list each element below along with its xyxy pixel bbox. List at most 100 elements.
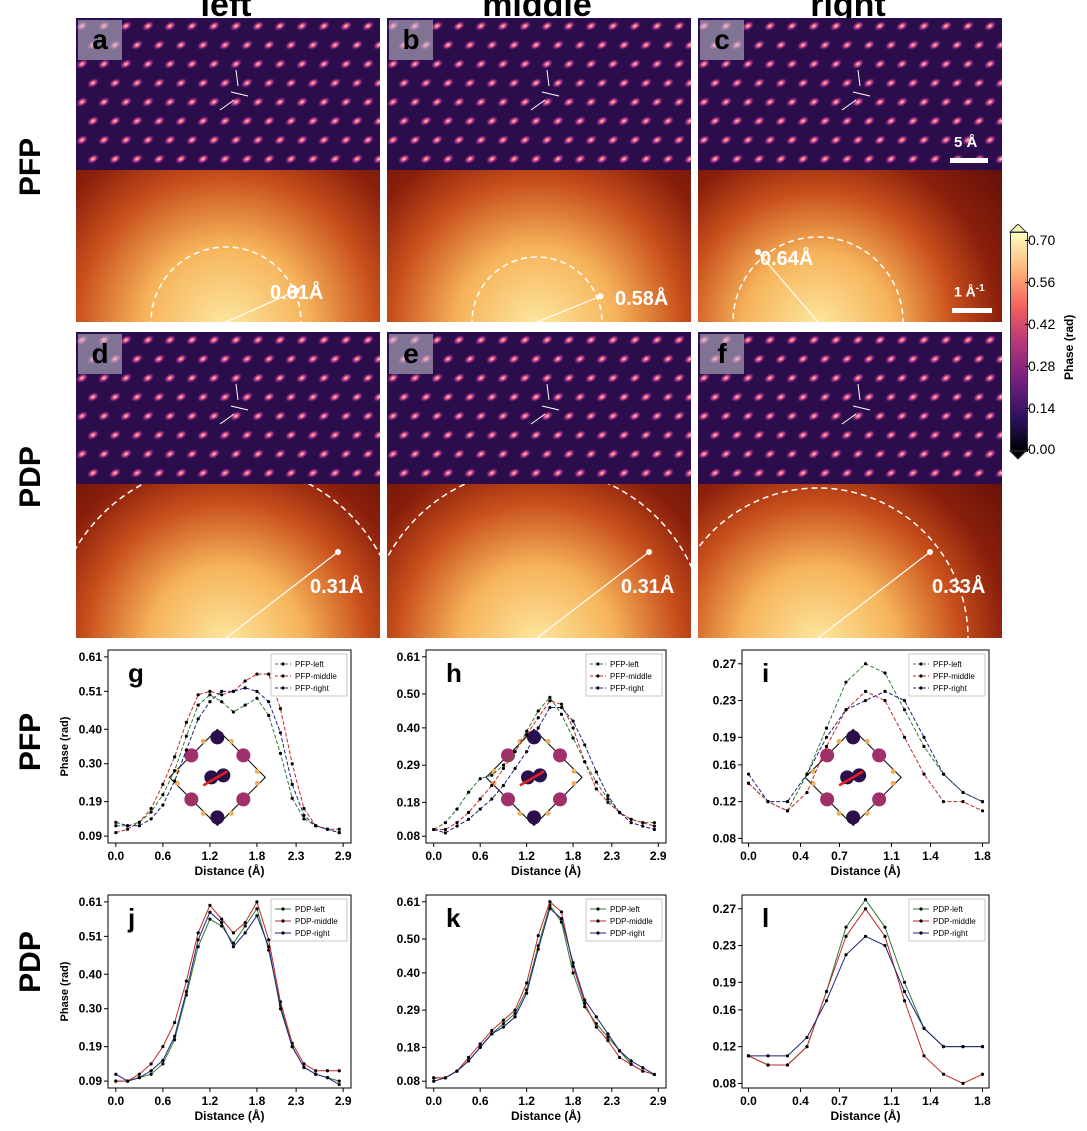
data-point: [571, 719, 575, 723]
data-point: [173, 1034, 177, 1038]
data-point: [863, 698, 868, 703]
data-point: [231, 710, 236, 714]
data-point: [149, 1062, 153, 1066]
data-point: [883, 925, 887, 929]
radius-annotation: 0.31Å: [621, 576, 675, 598]
data-point: [267, 938, 271, 942]
legend-marker: [919, 931, 923, 935]
colorbar-tick: 0.70: [1024, 232, 1056, 248]
data-point: [548, 900, 552, 904]
data-point: [243, 686, 247, 690]
legend-label: PDP-middle: [610, 917, 653, 926]
data-point: [525, 733, 529, 737]
data-point: [766, 800, 770, 804]
data-point: [267, 713, 271, 718]
data-point: [443, 831, 447, 835]
x-tick-label: 0.0: [740, 1094, 757, 1108]
data-point: [173, 779, 177, 783]
x-tick-label: 1.8: [974, 1094, 991, 1108]
data-point: [478, 807, 482, 811]
atom-site: [210, 810, 225, 825]
x-tick-label: 2.3: [603, 1094, 620, 1108]
data-point: [629, 821, 633, 825]
data-point: [137, 1072, 141, 1076]
data-point: [513, 1008, 517, 1012]
legend-label: PFP-right: [610, 684, 645, 693]
legend-marker: [596, 919, 600, 923]
atomic-lattice: [387, 334, 691, 479]
atom-site: [521, 770, 535, 785]
aperture-circle: [732, 236, 904, 322]
y-tick-label: 0.29: [397, 1003, 421, 1017]
data-point: [125, 1079, 130, 1083]
data-point: [536, 726, 540, 730]
data-point: [337, 827, 341, 831]
legend-label: PFP-left: [295, 660, 325, 669]
legend-label: PDP-left: [610, 905, 641, 914]
data-point: [652, 821, 656, 825]
panel-letter: l: [762, 903, 769, 933]
data-point: [255, 900, 259, 904]
legend-marker: [596, 674, 600, 678]
aperture-circle: [150, 246, 302, 322]
atom-site: [210, 730, 225, 745]
x-axis-label: Distance (Å): [830, 1108, 900, 1123]
data-point: [443, 1076, 447, 1080]
data-point: [766, 1054, 770, 1058]
row-label-pdp-top: PDP: [13, 446, 47, 508]
panel-letter: c: [700, 20, 744, 60]
chart-svg: 0.0 0.6 1.2 1.8 2.3 2.9 0.08 0.18 0.29 0.40 0.50 0.…: [397, 649, 667, 878]
x-tick-label: 0.6: [472, 1094, 489, 1108]
atomic-lattice: [387, 20, 691, 165]
data-point: [824, 744, 829, 749]
data-point: [902, 999, 907, 1003]
data-point: [173, 755, 177, 759]
phase-image-panel: f: [698, 332, 1002, 484]
data-point: [548, 695, 552, 700]
data-point: [267, 700, 271, 704]
data-point: [902, 980, 907, 984]
data-point: [571, 961, 575, 965]
data-point: [478, 1042, 482, 1046]
data-point: [490, 773, 494, 777]
panel-letter: b: [389, 20, 433, 60]
y-tick-label: 0.50: [397, 687, 421, 701]
data-point: [941, 1045, 946, 1049]
data-point: [149, 817, 153, 821]
data-point: [161, 1045, 165, 1049]
data-point: [805, 1045, 809, 1049]
atom-site: [228, 810, 234, 816]
data-point: [922, 1026, 926, 1030]
legend-marker: [281, 686, 285, 690]
data-point: [478, 777, 482, 781]
data-point: [501, 1025, 506, 1029]
y-tick-label: 0.08: [713, 831, 737, 845]
x-tick-label: 1.2: [202, 849, 219, 863]
x-tick-label: 0.4: [792, 1094, 809, 1108]
data-point: [478, 797, 482, 801]
data-point: [594, 780, 598, 784]
phase-image-panel: e: [387, 332, 691, 484]
diffractogram-panel: 0.64Å 1 Å-1: [698, 170, 1002, 322]
data-point: [606, 1035, 610, 1039]
atomic-lattice: [698, 334, 1002, 479]
y-tick-label: 0.27: [713, 657, 737, 671]
data-point: [629, 817, 633, 821]
y-tick-label: 0.30: [79, 1002, 103, 1016]
atom-site: [254, 780, 260, 786]
data-point: [501, 763, 506, 767]
data-point: [594, 1015, 598, 1019]
diffractogram-panel: 0.33Å: [698, 484, 1002, 638]
data-point: [455, 824, 459, 828]
atom-site: [184, 792, 199, 807]
data-point: [606, 1038, 610, 1043]
data-point: [255, 672, 259, 676]
diffractogram-panel: 0.31Å: [76, 484, 380, 638]
data-point: [255, 689, 259, 693]
atom-site: [501, 792, 515, 807]
data-point: [617, 810, 622, 815]
data-point: [785, 809, 790, 813]
panel-letter: g: [128, 658, 144, 688]
legend-label: PDP-right: [933, 929, 968, 938]
data-point: [641, 824, 645, 828]
